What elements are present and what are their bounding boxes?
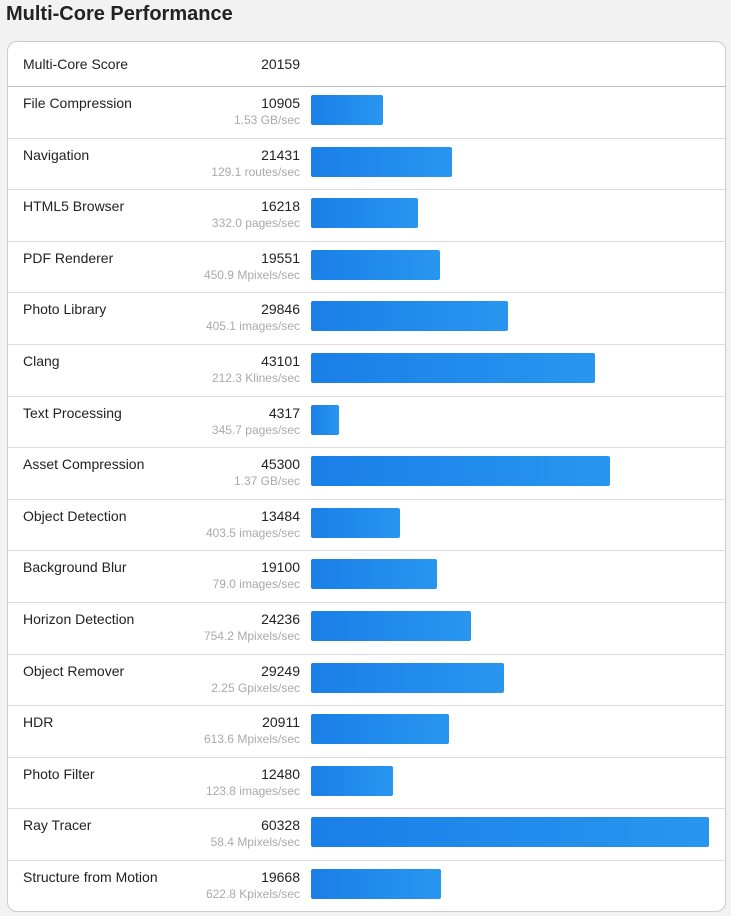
score-bar	[311, 610, 471, 641]
score-value: 20159	[261, 56, 300, 72]
benchmark-score: 16218	[261, 198, 300, 215]
benchmark-score: 43101	[261, 352, 300, 369]
score-bar	[311, 868, 441, 899]
benchmark-rate: 450.9 Mpixels/sec	[203, 267, 300, 282]
table-row: Background Blur 19100 79.0 images/sec	[8, 551, 725, 603]
benchmark-rate: 58.4 Mpixels/sec	[210, 835, 300, 850]
table-row: Horizon Detection 24236 754.2 Mpixels/se…	[8, 603, 725, 655]
score-bar	[311, 301, 508, 332]
benchmark-score: 24236	[261, 610, 300, 627]
score-bar	[311, 146, 453, 177]
table-row: Text Processing 4317 345.7 pages/sec	[8, 397, 725, 449]
benchmark-score: 60328	[261, 817, 300, 834]
benchmark-name: Structure from Motion	[23, 868, 158, 885]
table-row: Clang 43101 212.3 Klines/sec	[8, 345, 725, 397]
table-row: Navigation 21431 129.1 routes/sec	[8, 139, 725, 191]
benchmark-name: Ray Tracer	[23, 817, 92, 834]
table-row: Asset Compression 45300 1.37 GB/sec	[8, 448, 725, 500]
benchmark-score: 29249	[261, 662, 300, 679]
benchmark-score: 29846	[261, 301, 300, 318]
table-row: Photo Filter 12480 123.8 images/sec	[8, 758, 725, 810]
benchmark-score: 45300	[261, 456, 300, 473]
benchmark-name: PDF Renderer	[23, 249, 114, 266]
benchmark-name: Clang	[23, 352, 60, 369]
benchmark-score: 12480	[261, 765, 300, 782]
benchmark-rate: 345.7 pages/sec	[211, 422, 300, 437]
table-row: Object Detection 13484 403.5 images/sec	[8, 500, 725, 552]
benchmark-rate: 613.6 Mpixels/sec	[203, 732, 300, 747]
benchmark-score: 19668	[261, 868, 300, 885]
table-row: HDR 20911 613.6 Mpixels/sec	[8, 706, 725, 758]
benchmark-name: Object Detection	[23, 507, 127, 524]
table-row: HTML5 Browser 16218 332.0 pages/sec	[8, 190, 725, 242]
benchmark-name: Navigation	[23, 146, 90, 163]
score-bar	[311, 714, 449, 745]
score-bar	[311, 456, 610, 487]
benchmark-name: Photo Filter	[23, 765, 95, 782]
score-label: Multi-Core Score	[23, 56, 129, 72]
table-row: File Compression 10905 1.53 GB/sec	[8, 87, 725, 139]
score-bar	[311, 249, 440, 280]
benchmark-rate: 403.5 images/sec	[205, 525, 300, 540]
benchmark-score: 19100	[261, 559, 300, 576]
benchmark-rate: 129.1 routes/sec	[211, 164, 300, 179]
table-row: Object Remover 29249 2.25 Gpixels/sec	[8, 655, 725, 707]
benchmark-rate: 754.2 Mpixels/sec	[203, 628, 300, 643]
score-bar	[311, 198, 418, 229]
benchmark-score: 4317	[268, 404, 300, 421]
benchmark-rate: 2.25 Gpixels/sec	[211, 680, 300, 695]
table-row: Structure from Motion 19668 622.8 Kpixel…	[8, 861, 725, 911]
score-bar	[311, 817, 709, 848]
table-row: Ray Tracer 60328 58.4 Mpixels/sec	[8, 809, 725, 861]
benchmark-name: Photo Library	[23, 301, 107, 318]
benchmark-rate: 1.37 GB/sec	[233, 474, 300, 489]
benchmark-rate: 79.0 images/sec	[212, 577, 300, 592]
benchmark-rate: 332.0 pages/sec	[211, 216, 300, 231]
score-bar	[311, 352, 596, 383]
benchmark-rate: 1.53 GB/sec	[233, 113, 300, 127]
benchmark-name: HTML5 Browser	[23, 198, 125, 215]
benchmark-score: 20911	[262, 714, 300, 731]
benchmark-name: Asset Compression	[23, 456, 145, 473]
score-row: Multi-Core Score 20159	[8, 42, 725, 87]
benchmark-rate: 622.8 Kpixels/sec	[205, 886, 300, 901]
benchmark-name: Horizon Detection	[23, 610, 135, 627]
benchmark-name: File Compression	[23, 95, 132, 111]
score-bar	[311, 765, 394, 796]
score-bar	[311, 95, 383, 125]
benchmark-name: HDR	[23, 714, 54, 731]
score-bar	[311, 559, 437, 590]
benchmark-rate: 212.3 Klines/sec	[211, 370, 300, 385]
benchmark-rate: 123.8 images/sec	[205, 783, 300, 798]
score-bar	[311, 404, 340, 435]
benchmark-score: 10905	[261, 95, 300, 111]
benchmark-score: 13484	[261, 507, 300, 524]
benchmark-name: Text Processing	[23, 404, 122, 421]
benchmark-table: Multi-Core Score 20159 File Compression …	[7, 41, 726, 912]
benchmark-rate: 405.1 images/sec	[205, 319, 300, 334]
score-bar	[311, 662, 504, 693]
score-bar	[311, 507, 400, 538]
page-title: Multi-Core Performance	[6, 3, 233, 25]
benchmark-name: Background Blur	[23, 559, 127, 576]
benchmark-score: 19551	[261, 249, 300, 266]
table-row: PDF Renderer 19551 450.9 Mpixels/sec	[8, 242, 725, 294]
benchmark-score: 21431	[261, 146, 300, 163]
table-row: Photo Library 29846 405.1 images/sec	[8, 293, 725, 345]
benchmark-name: Object Remover	[23, 662, 125, 679]
